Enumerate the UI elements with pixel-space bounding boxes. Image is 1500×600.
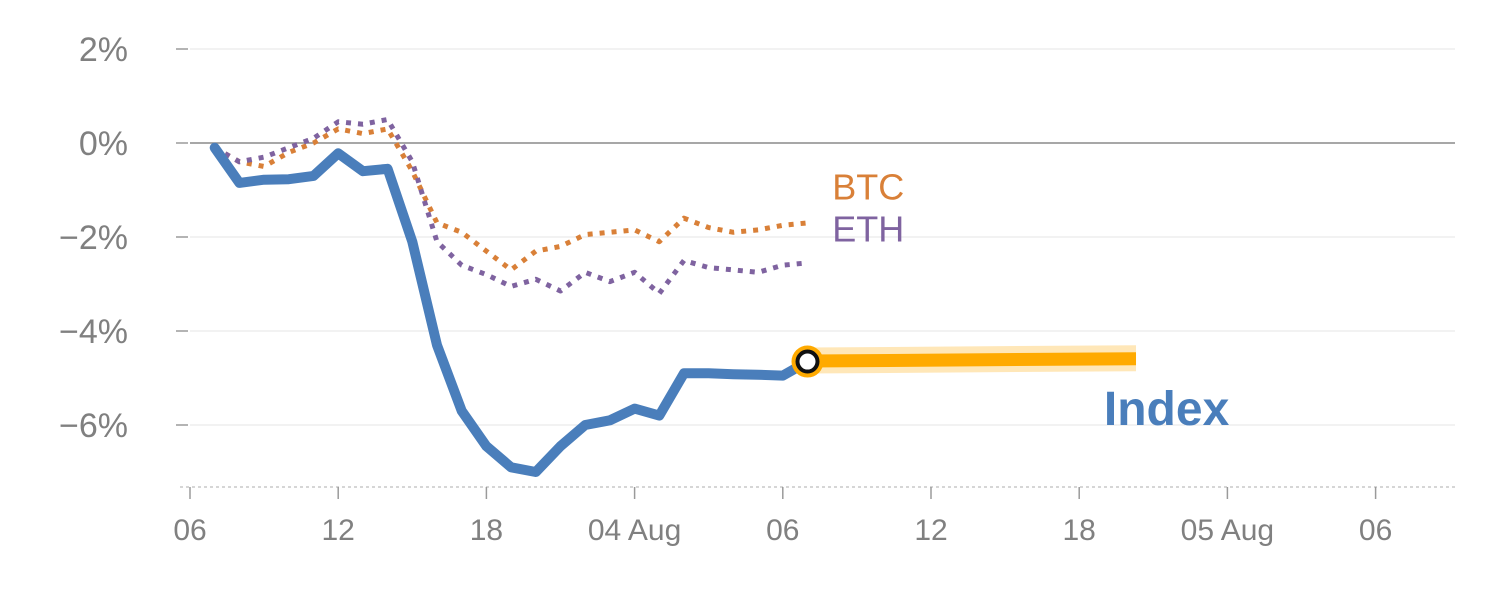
x-tick-label: 12	[322, 514, 355, 547]
series-line-index	[209, 142, 813, 477]
series-label-eth: ETH	[832, 209, 904, 250]
series-label-btc: BTC	[832, 166, 904, 207]
x-tick-label: 05 Aug	[1181, 514, 1274, 547]
x-tick-label: 12	[914, 514, 947, 547]
x-tick-label: 06	[173, 514, 206, 547]
axis-layer: 2% 0% −2% −4% −6% 06 12 18 04 Aug 06 12 18 05 Aug 06	[59, 31, 1455, 547]
x-tick-label: 18	[470, 514, 503, 547]
forecast-layer	[791, 345, 1137, 378]
y-tick-label: 2%	[79, 31, 128, 69]
y-tick-label: −2%	[59, 219, 128, 257]
y-tick-label: 0%	[79, 125, 128, 163]
y-tick-label: −4%	[59, 313, 128, 351]
x-tick-label: 06	[766, 514, 799, 547]
y-tick-label: −6%	[59, 407, 128, 445]
forecast-band	[807, 352, 1137, 368]
series-layer	[209, 117, 813, 477]
x-tick-label: 18	[1063, 514, 1096, 547]
series-label-index: Index	[1104, 383, 1230, 436]
series-line-btc	[213, 126, 808, 273]
current-marker	[795, 349, 820, 374]
grid-layer	[190, 48, 1455, 426]
x-tick-label: 06	[1359, 514, 1392, 547]
x-tick-label: 04 Aug	[588, 514, 681, 547]
